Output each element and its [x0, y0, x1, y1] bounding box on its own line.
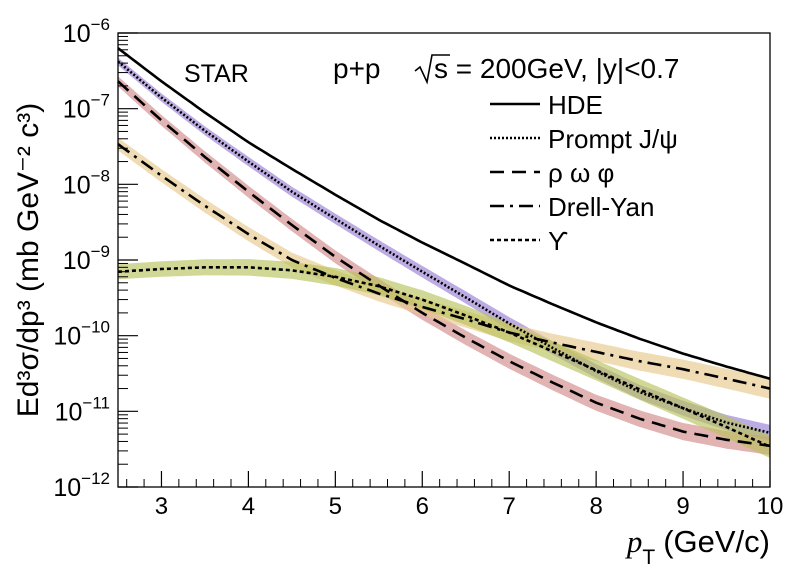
x-tick-label: 7 [503, 493, 516, 520]
uncertainty-band [118, 137, 770, 399]
legend-label: Prompt J/ψ [548, 124, 678, 154]
y-axis-label: Ed³σ/dp³ (mb GeV⁻² c³) [12, 103, 45, 417]
uncertainty-band [118, 57, 770, 441]
x-axis-variable: p [625, 524, 643, 559]
y-tick-label: 10−10 [53, 318, 110, 351]
experiment-label: STAR [184, 60, 249, 88]
legend-label: ρ ω φ [548, 158, 614, 188]
series-line [117, 60, 771, 435]
y-tick-label: 10−8 [63, 166, 110, 199]
uncertainty-band [118, 259, 770, 458]
y-tick-label: 10−9 [63, 242, 110, 275]
series-line [117, 47, 771, 380]
y-tick-label: 10−7 [63, 91, 110, 124]
series-line [117, 266, 771, 448]
x-tick-label: 10 [757, 493, 784, 520]
x-axis-label: pT (GeV/c) [625, 524, 770, 569]
x-tick-label: 5 [329, 493, 342, 520]
x-tick-label: 4 [242, 493, 255, 520]
x-axis-unit: (GeV/c) [663, 524, 770, 559]
x-tick-label: 9 [676, 493, 689, 520]
y-axis-ticks: 10−12 10−11 10−10 10−9 10−8 10−7 10−6 [53, 15, 138, 502]
energy-label: s = 200GeV, |y|<0.7 [434, 53, 679, 84]
legend-label: ϒ [548, 226, 568, 256]
collision-label: p+p [333, 53, 381, 84]
legend-label: Drell-Yan [548, 192, 654, 222]
x-axis-subscript: T [642, 546, 655, 569]
y-tick-label: 10−6 [63, 15, 110, 48]
curves [117, 47, 771, 448]
y-tick-label: 10−12 [53, 469, 110, 502]
x-tick-label: 8 [589, 493, 602, 520]
sqrt-symbol [414, 54, 450, 85]
x-tick-label: 6 [416, 493, 429, 520]
series-line [117, 143, 771, 390]
y-tick-label: 10−11 [55, 393, 110, 426]
legend-label: HDE [548, 90, 603, 120]
legend: HDE Prompt J/ψ ρ ω φ Drell-Yan ϒ [490, 90, 678, 256]
x-axis-ticks: 3 4 5 6 7 8 9 10 [126, 471, 784, 520]
series-line [117, 80, 771, 448]
uncertainty-bands [118, 57, 770, 458]
x-tick-label: 3 [155, 493, 168, 520]
